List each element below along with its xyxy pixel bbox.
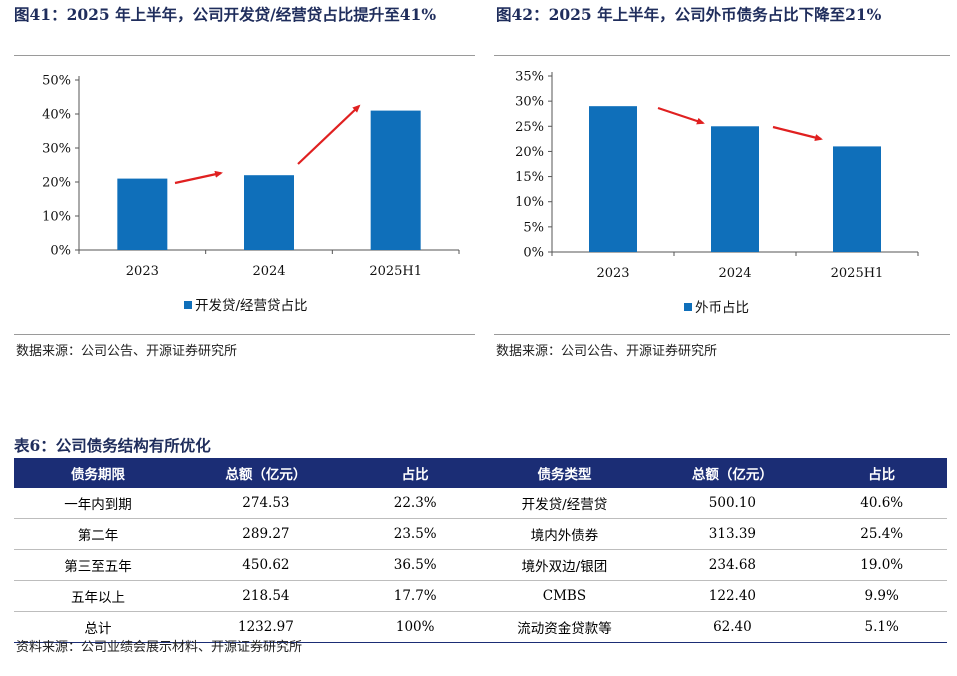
figure-41-title: 图41：2025 年上半年，公司开发贷/经营贷占比提升至41% — [14, 5, 437, 24]
cell-share: 22.3% — [349, 488, 481, 519]
y-tick-label: 20% — [42, 176, 71, 191]
cell-amount: 450.62 — [181, 549, 350, 581]
chart-41-legend: 开发贷/经营贷占比 — [184, 294, 308, 314]
figure-41-source: 数据来源：公司公告、开源证券研究所 — [16, 344, 238, 359]
bar-2025H1 — [833, 146, 881, 252]
x-tick-label: 2025H1 — [831, 266, 884, 280]
cell-term: 一年内到期 — [14, 488, 182, 519]
bar-2023 — [589, 106, 637, 252]
figure-42-title: 图42：2025 年上半年，公司外币债务占比下降至21% — [496, 5, 882, 24]
cell-share: 23.5% — [349, 518, 481, 550]
x-tick-label: 2023 — [596, 266, 629, 280]
cell-share-2: 19.0% — [816, 549, 947, 581]
trend-arrow — [297, 104, 361, 165]
cell-term: 五年以上 — [14, 580, 182, 612]
chart-41-container: 0% 10% 20% 30% 40% 50% 2023 2024 2025H1 — [14, 60, 475, 280]
header-debt-type: 债务类型 — [480, 458, 649, 488]
cell-amount: 1232.97 — [181, 611, 350, 643]
cell-share: 100% — [349, 611, 481, 643]
legend-swatch — [184, 301, 192, 309]
table-row: 第二年 289.27 23.5% 境内外债券 313.39 25.4% — [14, 518, 947, 550]
y-tick-label: 30% — [42, 142, 71, 157]
y-tick-label: 35% — [515, 70, 544, 85]
chart-42-legend: 外币占比 — [684, 296, 749, 316]
bar-2024 — [711, 126, 759, 252]
cell-share: 17.7% — [349, 580, 481, 612]
x-tick-label: 2024 — [718, 266, 751, 280]
y-tick-label: 25% — [515, 120, 544, 135]
cell-term: 总计 — [14, 611, 182, 643]
y-tick-label: 15% — [515, 170, 544, 185]
table-row: 一年内到期 274.53 22.3% 开发贷/经营贷 500.10 40.6% — [14, 488, 947, 519]
bar-2025H1 — [370, 110, 421, 250]
cell-amount-2: 500.10 — [648, 488, 817, 519]
cell-share-2: 40.6% — [816, 488, 947, 519]
cell-term: 第三至五年 — [14, 549, 182, 581]
cell-amount: 218.54 — [181, 580, 350, 612]
y-tick-label: 0% — [50, 244, 71, 259]
y-tick-label: 0% — [523, 246, 544, 261]
cell-amount: 274.53 — [181, 488, 350, 519]
cell-amount-2: 62.40 — [648, 611, 817, 643]
figure-42-bottom-rule — [494, 334, 950, 335]
cell-type: CMBS — [480, 580, 649, 612]
y-tick-label: 10% — [42, 210, 71, 225]
header-amount: 总额（亿元） — [181, 458, 350, 488]
chart-41-legend-label: 开发贷/经营贷占比 — [195, 298, 308, 314]
cell-amount: 289.27 — [181, 518, 350, 550]
cell-share-2: 25.4% — [816, 518, 947, 550]
cell-amount-2: 122.40 — [648, 580, 817, 612]
y-tick-label: 5% — [523, 220, 544, 235]
y-tick-label: 50% — [42, 74, 71, 89]
figure-41-bottom-rule — [14, 334, 475, 335]
table-row: 第三至五年 450.62 36.5% 境外双边/银团 234.68 19.0% — [14, 549, 947, 581]
cell-type: 流动资金贷款等 — [480, 611, 649, 643]
chart-42-legend-label: 外币占比 — [695, 300, 749, 316]
figure-42-source: 数据来源：公司公告、开源证券研究所 — [496, 344, 718, 359]
trend-arrow — [657, 106, 705, 125]
trend-arrow — [772, 125, 823, 141]
figure-41-top-rule — [14, 55, 475, 56]
y-tick-label: 30% — [515, 95, 544, 110]
cell-type: 境外双边/银团 — [480, 549, 649, 581]
cell-share: 36.5% — [349, 549, 481, 581]
y-tick-label: 20% — [515, 145, 544, 160]
header-debt-term: 债务期限 — [14, 458, 182, 488]
y-tick-label: 40% — [42, 108, 71, 123]
trend-arrow — [174, 170, 223, 185]
chart-42-container: 0% 5% 10% 15% 20% 25% 30% 35% 2023 2024 2025H1 — [494, 60, 950, 280]
table-6-title: 表6：公司债务结构有所优化 — [14, 436, 211, 455]
header-share: 占比 — [349, 458, 481, 488]
figure-42-top-rule — [494, 55, 950, 56]
cell-type: 境内外债券 — [480, 518, 649, 550]
table-header-row: 债务期限 总额（亿元） 占比 债务类型 总额（亿元） 占比 — [14, 458, 947, 488]
debt-structure-table: 债务期限 总额（亿元） 占比 债务类型 总额（亿元） 占比 一年内到期 274.… — [14, 458, 947, 643]
y-tick-label: 10% — [515, 195, 544, 210]
table-row: 五年以上 218.54 17.7% CMBS 122.40 9.9% — [14, 580, 947, 612]
cell-amount-2: 234.68 — [648, 549, 817, 581]
bar-2023 — [117, 178, 168, 250]
cell-share-2: 5.1% — [816, 611, 947, 643]
cell-term: 第二年 — [14, 518, 182, 550]
x-tick-label: 2024 — [252, 264, 285, 279]
header-share-2: 占比 — [816, 458, 947, 488]
chart-42: 0% 5% 10% 15% 20% 25% 30% 35% 2023 2024 2025H1 — [515, 70, 919, 280]
table-row: 总计 1232.97 100% 流动资金贷款等 62.40 5.1% — [14, 611, 947, 643]
header-amount-2: 总额（亿元） — [648, 458, 817, 488]
cell-type: 开发贷/经营贷 — [480, 488, 649, 519]
cell-amount-2: 313.39 — [648, 518, 817, 550]
cell-share-2: 9.9% — [816, 580, 947, 612]
x-tick-label: 2023 — [126, 264, 159, 279]
x-tick-label: 2025H1 — [369, 264, 422, 279]
table-source: 资料来源：公司业绩会展示材料、开源证券研究所 — [16, 640, 303, 655]
chart-41: 0% 10% 20% 30% 40% 50% 2023 2024 2025H1 — [42, 74, 460, 279]
legend-swatch — [684, 303, 692, 311]
bar-2024 — [244, 175, 294, 250]
